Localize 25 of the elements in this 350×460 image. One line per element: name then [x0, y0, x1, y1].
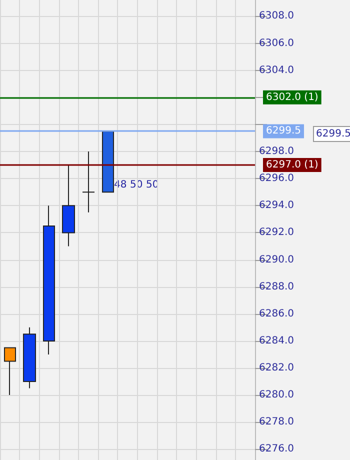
y-tick-label: 6284.0: [259, 335, 294, 346]
y-tick-label: 6294.0: [259, 200, 294, 212]
ref-line-label: 6299.5: [266, 126, 301, 137]
y-tick-label: 6282.0: [259, 362, 294, 374]
y-tick-label: 6286.0: [259, 308, 294, 320]
text: 6299.5: [316, 128, 350, 140]
candlestick: [102, 130, 114, 193]
y-tick-label: 6296.0: [259, 173, 294, 184]
candlestick: [43, 205, 55, 355]
y-tick-label: 6276.0: [259, 444, 294, 455]
ref-line-label: 6302.0 (1): [266, 92, 318, 103]
y-tick-label: 6290.0: [259, 254, 294, 266]
y-tick-label: 6280.0: [259, 390, 294, 401]
y-tick-label: 6288.0: [259, 281, 294, 292]
candlestick: [4, 347, 16, 396]
y-tick-label: 6278.0: [259, 416, 294, 428]
y-tick-label: 6308.0: [259, 10, 294, 22]
candlestick: [62, 164, 75, 247]
candlestick: [23, 326, 36, 389]
ref-line-label: 6297.0 (1): [266, 160, 318, 171]
y-tick-label: 6298.0: [259, 146, 294, 158]
y-tick-label: 6306.0: [259, 38, 294, 49]
y-tick-label: 6292.0: [259, 227, 294, 238]
y-tick-label: 6304.0: [259, 64, 294, 76]
candlestick: [82, 151, 95, 213]
